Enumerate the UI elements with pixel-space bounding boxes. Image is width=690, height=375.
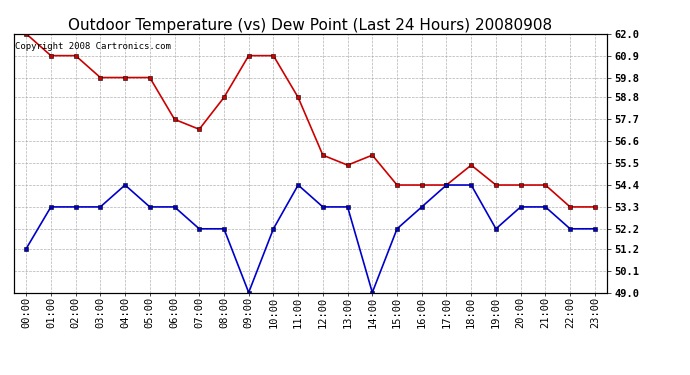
Text: Copyright 2008 Cartronics.com: Copyright 2008 Cartronics.com xyxy=(15,42,171,51)
Title: Outdoor Temperature (vs) Dew Point (Last 24 Hours) 20080908: Outdoor Temperature (vs) Dew Point (Last… xyxy=(68,18,553,33)
